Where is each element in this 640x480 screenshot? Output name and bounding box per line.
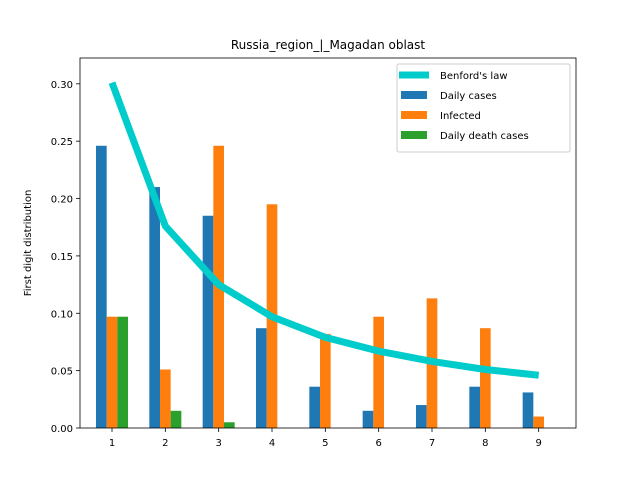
x-tick-label-9: 9: [535, 438, 541, 449]
bar-series-2-cat-1: [117, 316, 128, 428]
plot-frame: [79, 57, 577, 429]
legend-swatch-0: [401, 91, 427, 99]
bar-series-1-cat-8: [480, 328, 491, 428]
bar-series-1-cat-2: [160, 369, 171, 428]
x-axis: 1 2 3 4 5 6 7 8 9: [109, 428, 542, 449]
x-tick-label-5: 5: [322, 438, 328, 449]
y-axis-label: First digit distribution: [23, 190, 34, 297]
y-tick-label-0.15: 0.15: [51, 252, 73, 263]
x-tick-label-2: 2: [162, 438, 168, 449]
legend-swatch-2: [401, 131, 427, 139]
bar-series-1-cat-1: [106, 316, 118, 428]
bar-series-1-cat-5: [320, 333, 331, 428]
bar-series-0-cat-6: [362, 410, 374, 428]
x-tick-label-3: 3: [215, 438, 221, 449]
bar-series-1-cat-9: [533, 416, 544, 428]
bar-series-0-cat-8: [469, 386, 480, 428]
benford-line-layer: [108, 81, 540, 379]
y-tick-label-0.00: 0.00: [51, 424, 73, 435]
legend-label-1: Infected: [440, 111, 481, 122]
bar-series-0-cat-3: [202, 215, 214, 428]
y-tick-label-0.05: 0.05: [51, 367, 73, 378]
x-tick-label-1: 1: [109, 438, 115, 449]
y-axis: 0.00 0.05 0.10 0.15 0.20 0.25 0.30: [51, 80, 80, 435]
chart-title: Russia_region_|_Magadan oblast: [231, 38, 426, 52]
bar-series-0-cat-2: [149, 187, 160, 428]
legend-label-2: Daily death cases: [440, 131, 529, 142]
legend-label-0: Daily cases: [440, 91, 497, 102]
y-tick-label-0.20: 0.20: [51, 195, 73, 206]
legend-label-3: Benford's law: [440, 71, 508, 82]
legend: Benford's law Daily cases Infected Daily de…: [396, 63, 571, 153]
y-tick-label-0.30: 0.30: [51, 80, 73, 91]
bar-series-1-cat-6: [373, 316, 384, 428]
x-tick-label-7: 7: [429, 438, 435, 449]
legend-box: [396, 63, 571, 153]
bar-series-0-cat-7: [416, 405, 427, 428]
x-tick-label-4: 4: [269, 438, 275, 449]
x-tick-label-6: 6: [375, 438, 381, 449]
bar-series-0-cat-1: [96, 145, 107, 428]
bar-series-2-cat-3: [224, 422, 235, 428]
legend-swatch-1: [401, 111, 427, 119]
line-series-3: [108, 81, 540, 379]
bar-series-0-cat-5: [309, 386, 320, 428]
y-tick-label-0.10: 0.10: [51, 309, 73, 320]
x-tick-label-8: 8: [482, 438, 488, 449]
bar-series-0-cat-9: [522, 392, 534, 428]
bar-series-0-cat-4: [256, 328, 267, 428]
bar-series-2-cat-2: [170, 410, 182, 428]
bars-layer: [96, 145, 544, 428]
y-tick-label-0.25: 0.25: [51, 137, 73, 148]
